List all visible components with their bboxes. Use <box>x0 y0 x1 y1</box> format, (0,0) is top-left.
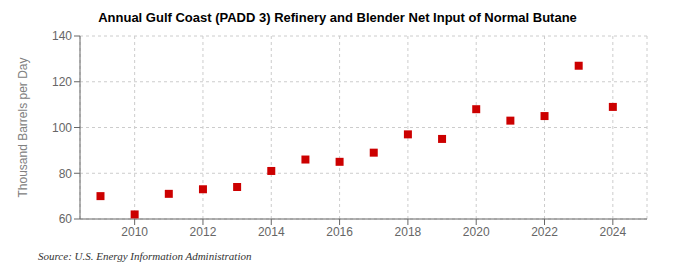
svg-text:2022: 2022 <box>531 225 558 239</box>
svg-text:80: 80 <box>59 167 73 181</box>
svg-text:140: 140 <box>52 29 72 43</box>
svg-text:2018: 2018 <box>395 225 422 239</box>
svg-text:2016: 2016 <box>326 225 353 239</box>
svg-text:Thousand Barrels per Day: Thousand Barrels per Day <box>16 57 30 197</box>
svg-text:2010: 2010 <box>121 225 148 239</box>
svg-text:2014: 2014 <box>258 225 285 239</box>
svg-text:2020: 2020 <box>463 225 490 239</box>
svg-text:100: 100 <box>52 121 72 135</box>
svg-text:60: 60 <box>59 212 73 226</box>
html-text:Source: U.S. Energy Informatio: Source: U.S. Energy Information Administ… <box>38 250 252 262</box>
svg-text:120: 120 <box>52 75 72 89</box>
html-text:Annual Gulf Coast (PADD 3) Ref: Annual Gulf Coast (PADD 3) Refinery and … <box>98 10 577 25</box>
svg-text:2012: 2012 <box>190 225 217 239</box>
svg-text:2024: 2024 <box>599 225 626 239</box>
